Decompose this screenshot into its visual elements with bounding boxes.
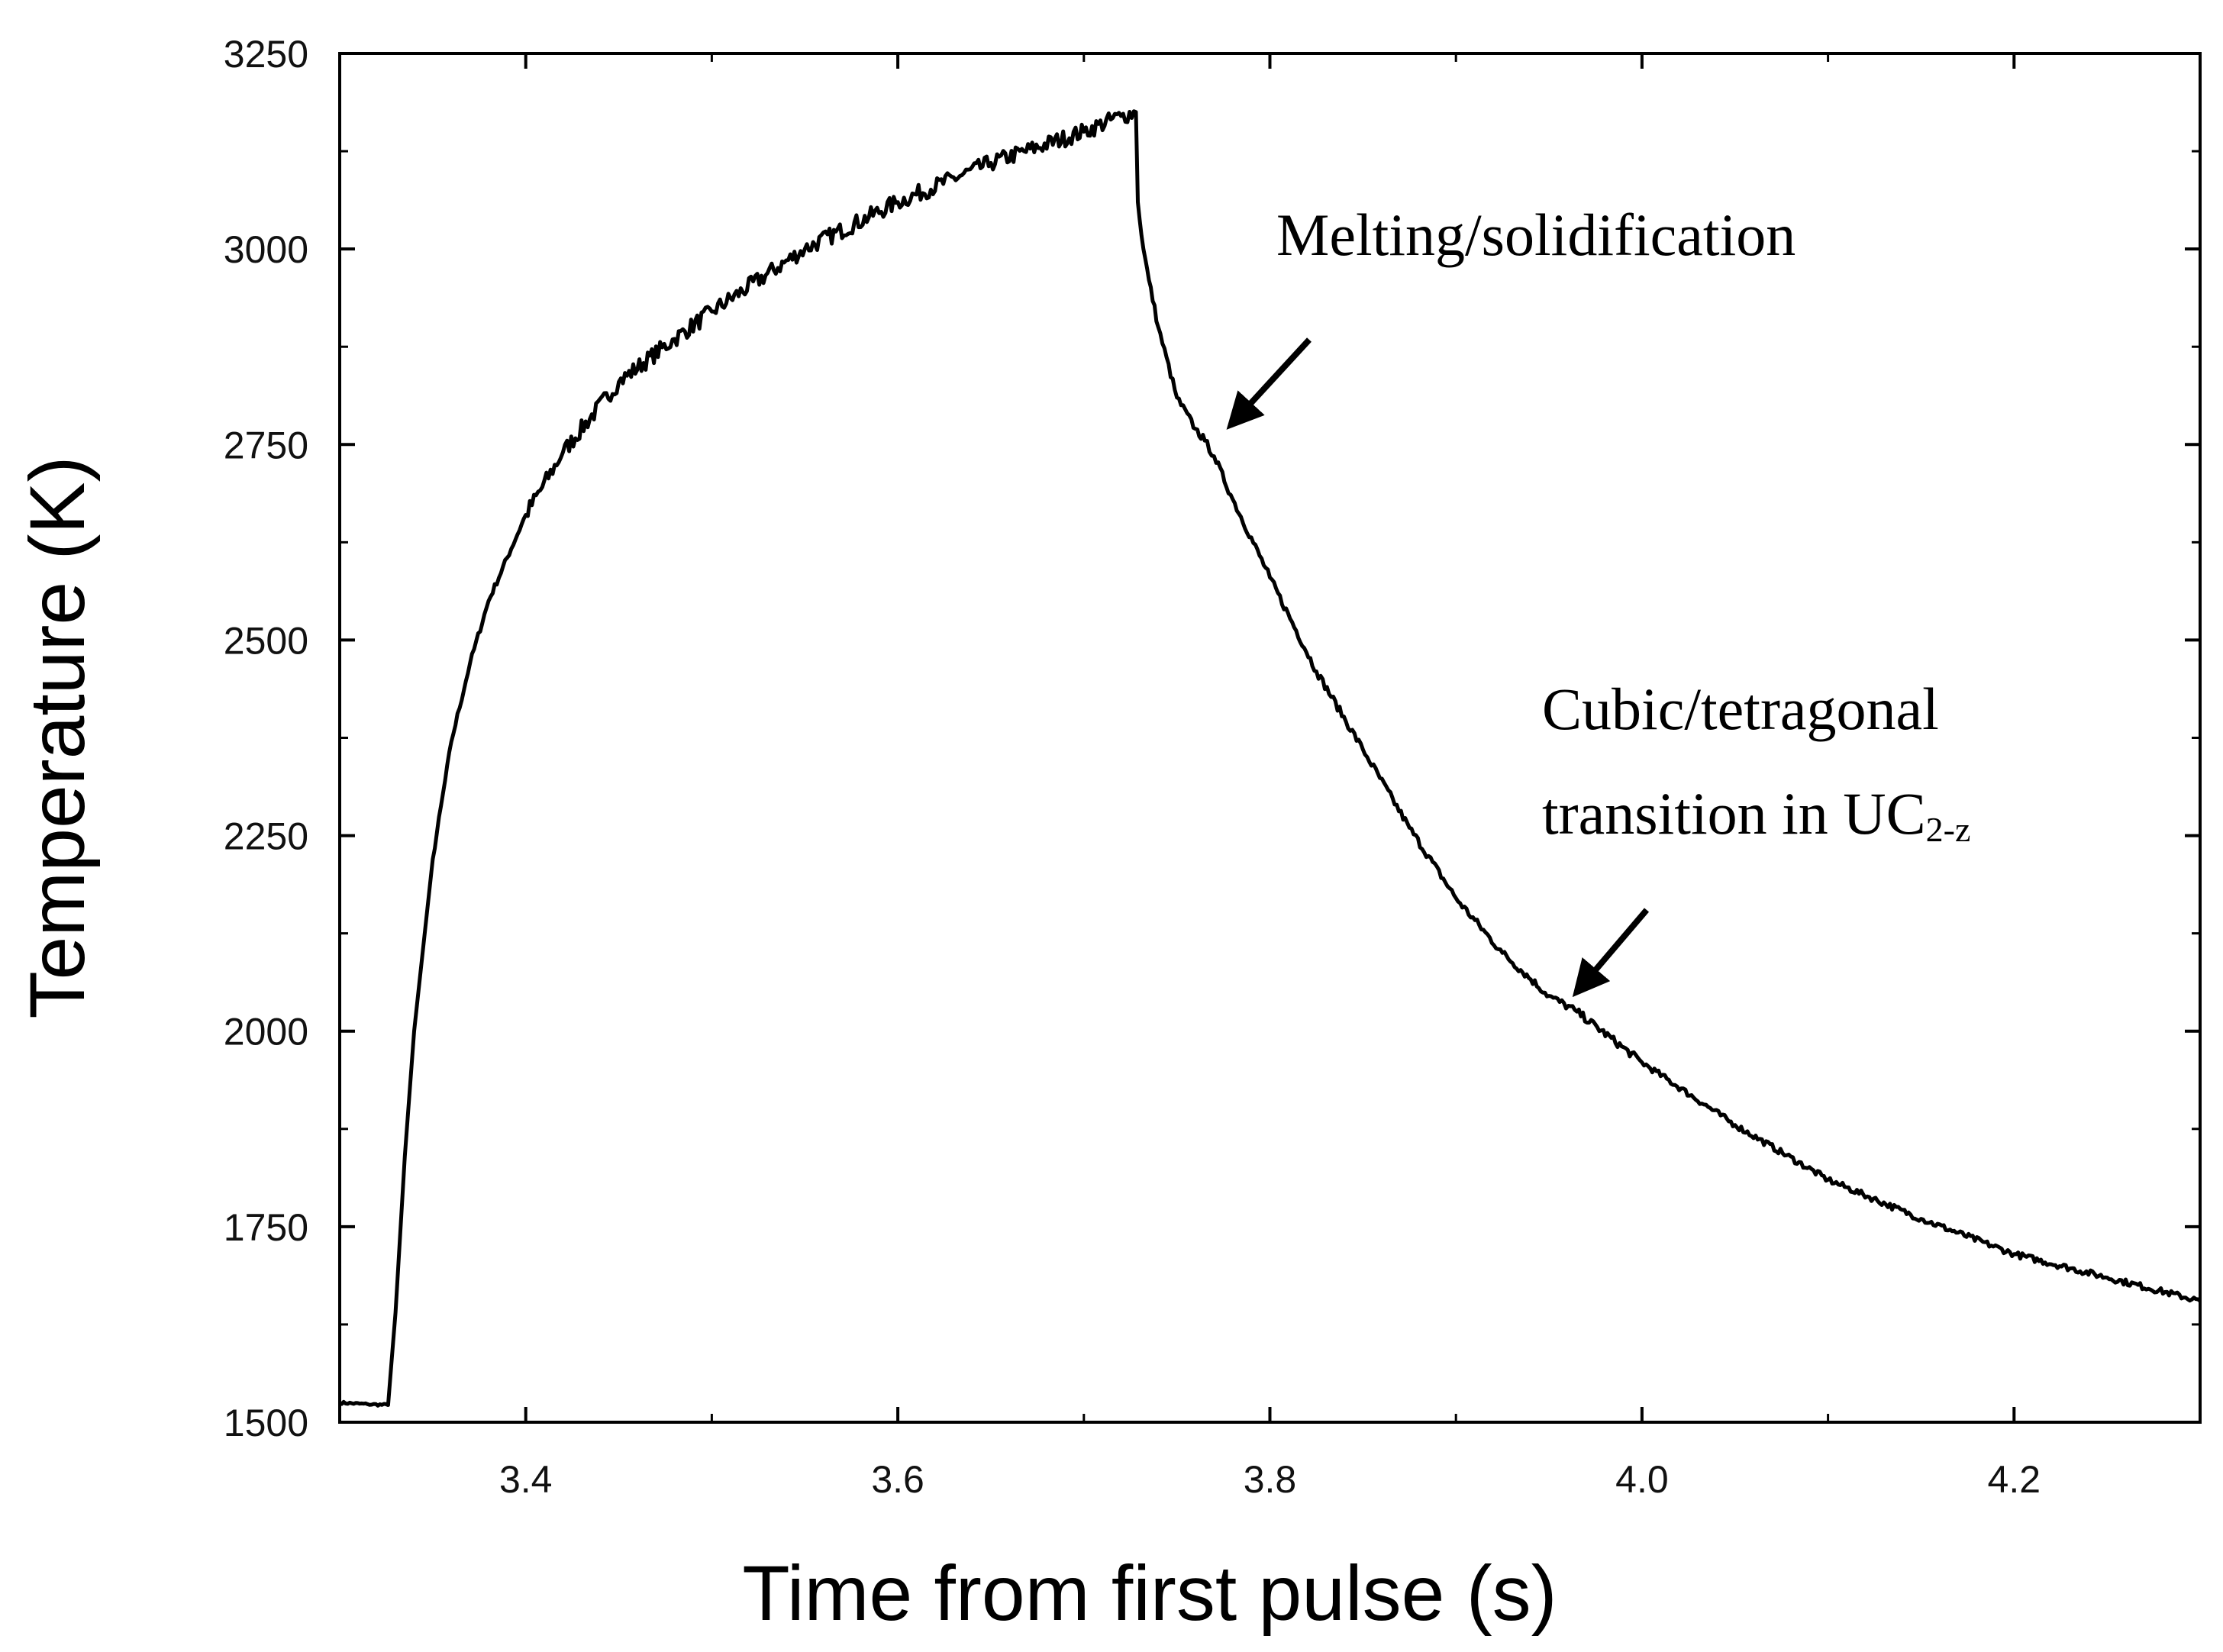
- x-tick-label: 4.0: [1615, 1458, 1669, 1501]
- x-tick-label: 3.8: [1244, 1458, 1297, 1501]
- y-tick-label: 3250: [224, 33, 308, 76]
- x-axis: 3.4 3.6 3.8 4.0 4.2: [338, 53, 2202, 1501]
- x-tick-label: 3.4: [499, 1458, 553, 1501]
- y-tick-label: 1750: [224, 1206, 308, 1249]
- annotation-melting: Melting/solidification: [1276, 202, 1796, 268]
- x-tick-label: 4.2: [1988, 1458, 2041, 1501]
- y-tick-label: 2000: [224, 1011, 308, 1053]
- y-tick-label: 3000: [224, 228, 308, 271]
- annotation-cubic-arrow: [1572, 908, 1650, 998]
- annotation-cubic-line2: transition in UC2-z: [1542, 780, 1970, 849]
- y-tick-label: 2750: [224, 424, 308, 466]
- x-tick-label: 3.6: [871, 1458, 924, 1501]
- y-tick-label: 1500: [224, 1402, 308, 1444]
- annotation-melting-arrow: [1226, 337, 1312, 430]
- y-tick-label: 2250: [224, 815, 308, 858]
- annotation-cubic-subscript: 2-z: [1926, 810, 1971, 849]
- temperature-series-line: [338, 109, 2202, 1408]
- annotation-cubic-main: transition in UC: [1542, 780, 1926, 847]
- y-axis: 1500 1750 2000 2250 2500 2750 3000 3250: [224, 33, 2200, 1444]
- x-axis-title: Time from first pulse (s): [742, 1550, 1557, 1637]
- y-tick-label: 2500: [224, 619, 308, 662]
- y-axis-title: Temperature (K): [14, 457, 101, 1019]
- annotation-cubic-line1: Cubic/tetragonal: [1542, 676, 1939, 742]
